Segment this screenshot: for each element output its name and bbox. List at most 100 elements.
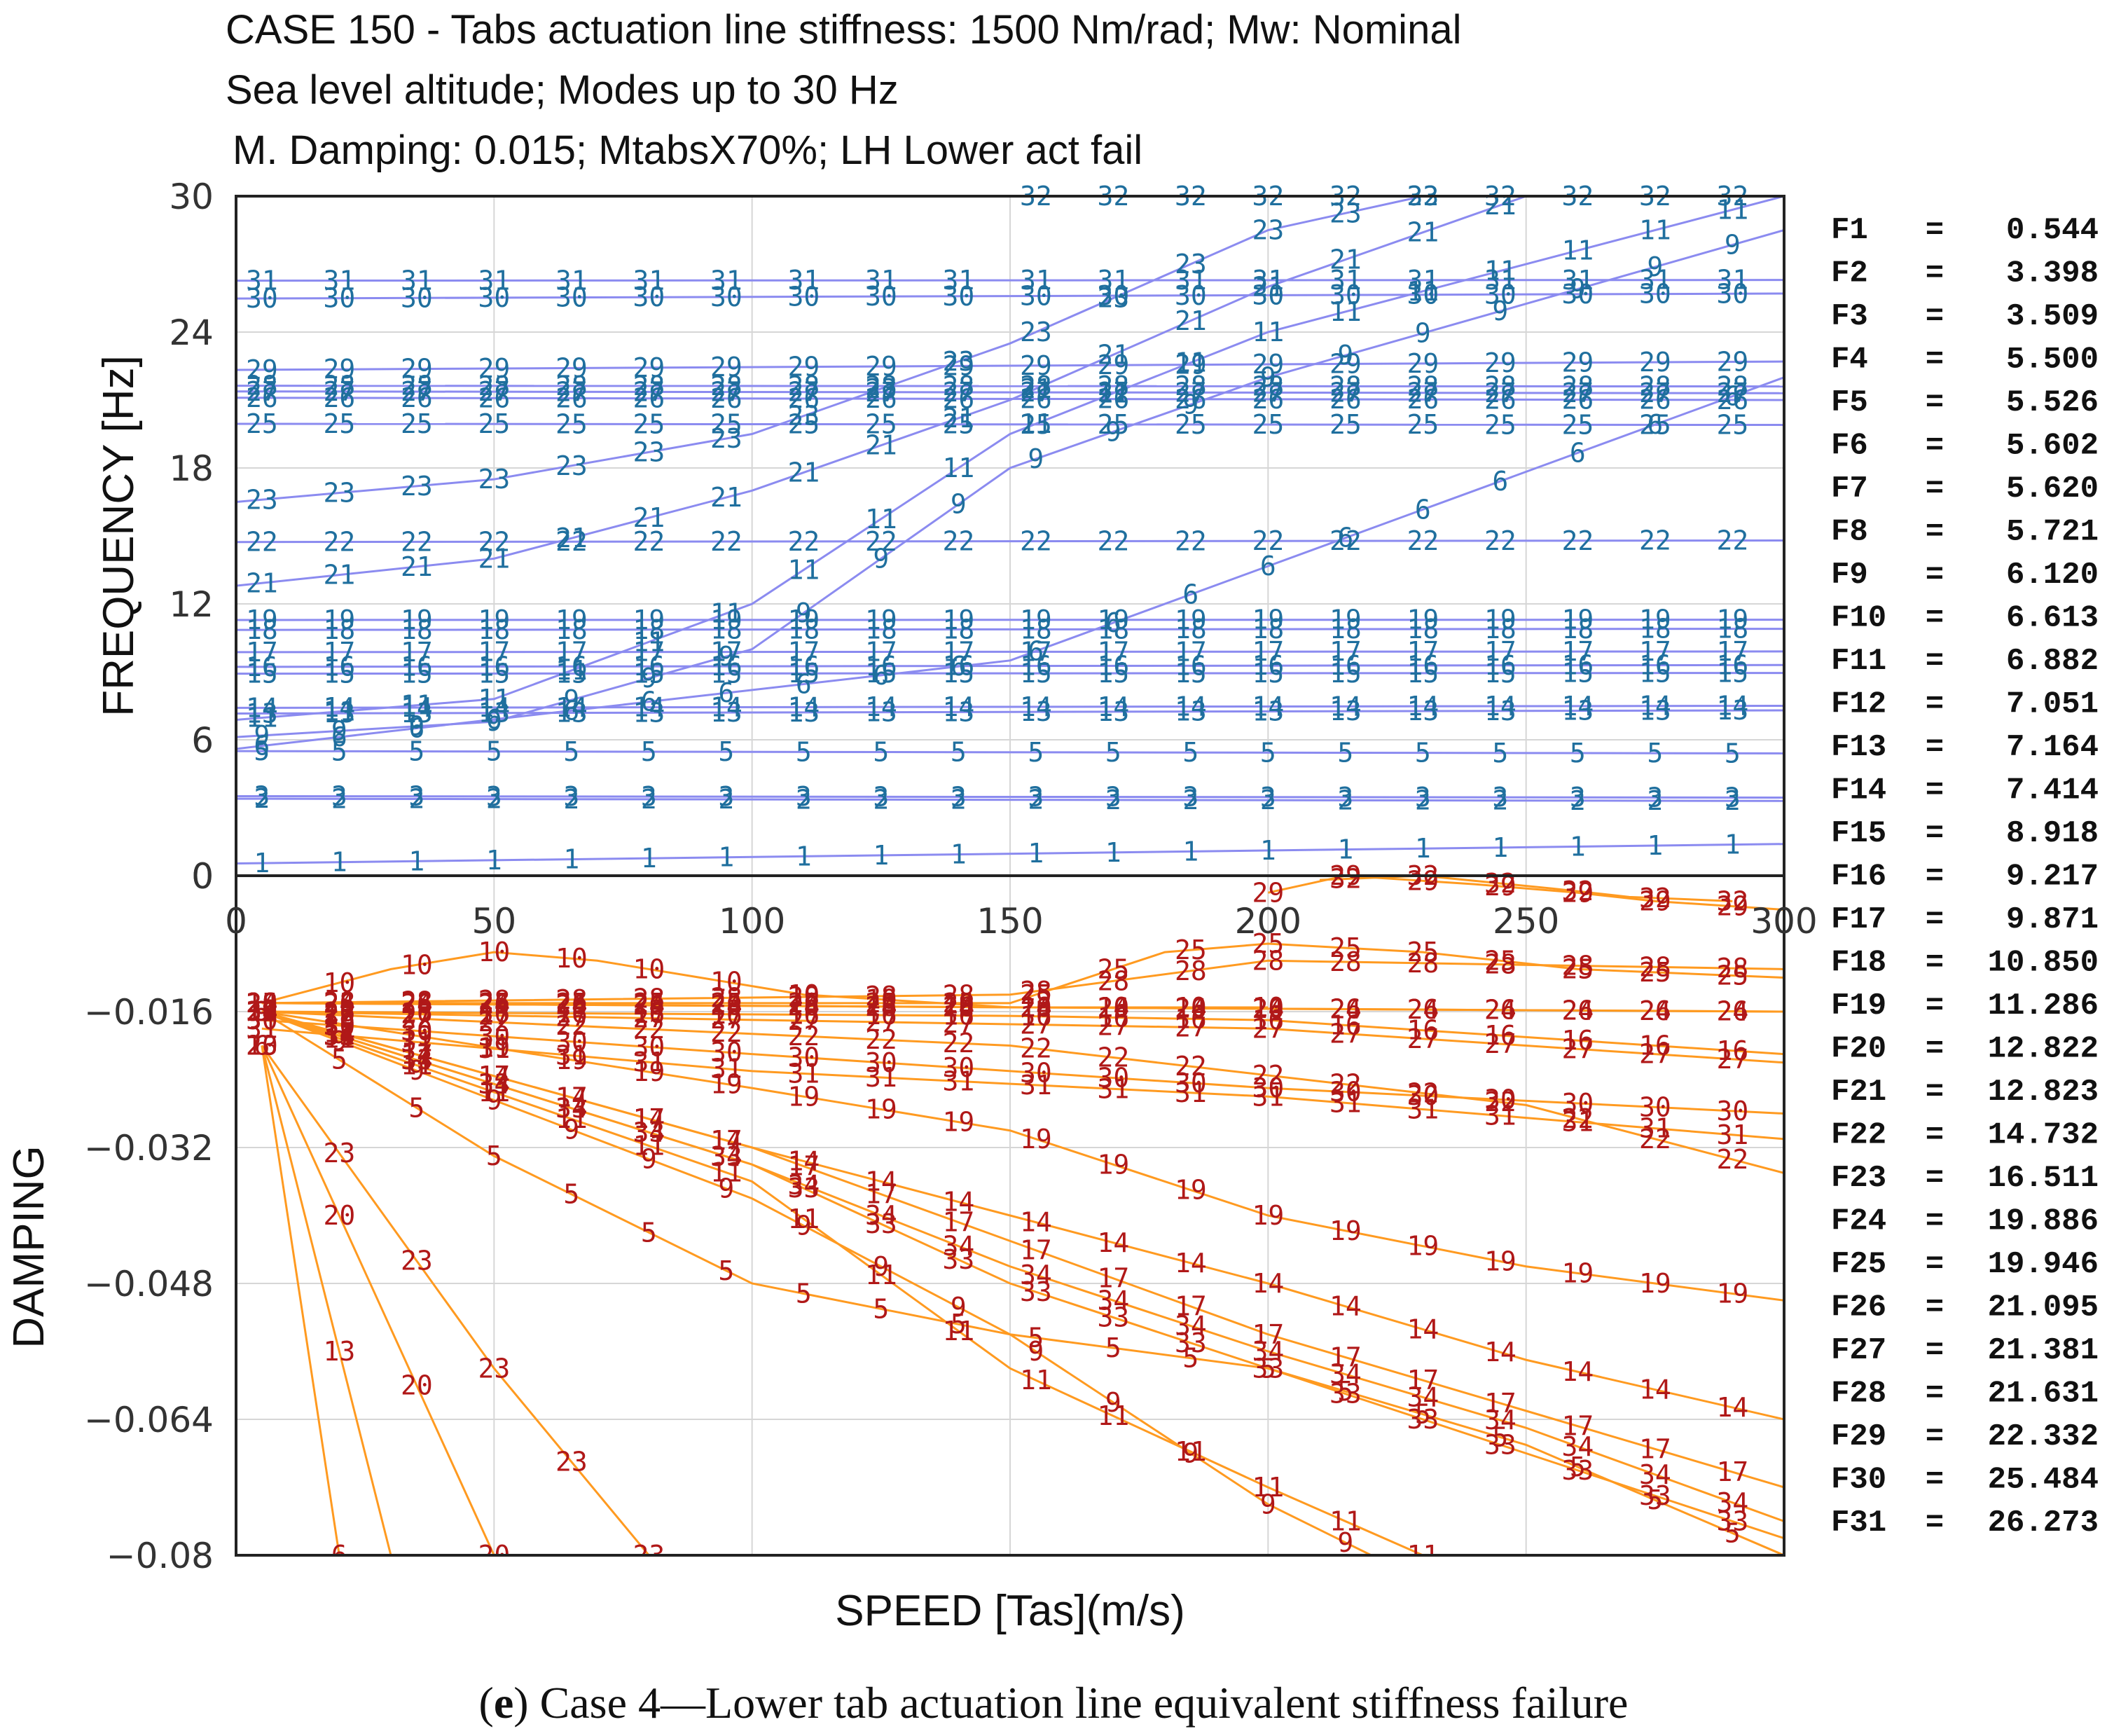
frequency-mode-label: 31 [942,265,974,296]
damping-mode-label: 25 [555,988,588,1019]
frequency-mode-label: 25 [865,409,897,440]
frequency-mode-label: 23 [246,484,278,515]
frequency-mode-label: 19 [865,605,897,635]
damping-mode-label: 16 [1407,1015,1439,1046]
speed-tick-label: 200 [1235,901,1301,942]
damping-mode-label: 5 [718,1255,734,1286]
damping-mode-label: 30 [710,1037,742,1068]
damping-tick-label: −0.064 [84,1400,214,1440]
frequency-tick-label: 24 [169,312,214,353]
damping-mode-label: 22 [1639,1124,1671,1155]
frequency-mode-label: 3 [951,781,967,812]
frequency-list-equals: = [1926,343,1944,378]
frequency-mode-label: 6 [641,687,657,717]
frequency-mode-label: 18 [865,614,897,645]
damping-mode-label: 25 [1716,960,1748,991]
frequency-series-line-21 [235,195,1527,587]
frequency-mode-label: 18 [1561,614,1594,645]
frequency-list-row: F24 = 19.886 [1831,1204,2099,1239]
frequency-mode-label: 2 [1182,785,1198,815]
frequency-mode-label: 30 [710,282,742,312]
frequency-mode-label: 5 [951,737,967,768]
frequency-list-row: F20 = 12.822 [1831,1032,2099,1067]
frequency-mode-label: 9 [1337,340,1353,371]
frequency-list-label: F14 [1831,773,1886,808]
damping-mode-label: 30 [555,1026,588,1057]
damping-mode-label: 27 [401,999,433,1030]
frequency-mode-label: 11 [710,598,742,629]
damping-mode-label: 31 [323,1020,355,1051]
damping-mode-label: 28 [246,988,278,1019]
frequency-mode-label: 19 [633,605,665,635]
frequency-mode-label: 27 [865,377,897,408]
frequency-mode-label: 9 [1492,296,1508,326]
damping-series-line-13 [261,1045,392,1555]
damping-mode-label: 33 [633,1117,665,1148]
frequency-list-label: F24 [1831,1204,1886,1239]
frequency-mode-label: 19 [1639,605,1671,635]
frequency-mode-label: 5 [641,736,657,767]
frequency-mode-label: 29 [1561,347,1594,378]
damping-mode-label: 26 [323,988,355,1019]
frequency-mode-label: 1 [1492,832,1508,863]
frequency-mode-label: 30 [1484,279,1517,310]
frequency-mode-label: 9 [1725,230,1741,261]
damping-mode-label: 31 [1639,1113,1671,1144]
frequency-mode-label: 22 [942,526,974,557]
frequency-mode-label: 9 [1647,252,1663,282]
frequency-mode-label: 27 [1329,378,1362,408]
frequency-mode-label: 30 [1175,280,1207,311]
damping-mode-label: 20 [323,1200,355,1231]
frequency-mode-label: 2 [641,784,657,815]
frequency-mode-label: 19 [787,605,820,635]
damping-mode-label: 19 [1639,1268,1671,1299]
frequency-list-label: F1 [1831,213,1868,248]
damping-mode-label: 22 [1561,1103,1594,1134]
damping-mode-label: 22 [323,1000,355,1031]
damping-mode-label: 10 [1020,992,1052,1023]
damping-mode-label: 17 [478,1061,510,1091]
frequency-list-value: 3.509 [2006,299,2099,334]
frequency-list-value: 5.620 [2006,471,2099,507]
damping-mode-label: 33 [478,1068,510,1099]
damping-tick-label: −0.048 [84,1264,214,1304]
frequency-mode-label: 29 [1175,350,1207,380]
damping-mode-label: 34 [1175,1311,1207,1342]
frequency-mode-label: 28 [555,371,588,401]
frequency-mode-label: 15 [401,658,433,689]
frequency-mode-label: 11 [787,555,820,586]
frequency-mode-label: 19 [1484,605,1517,635]
damping-mode-label: 22 [942,1028,974,1059]
frequency-mode-label: 21 [1097,339,1129,370]
damping-mode-label: 14 [633,1103,665,1134]
frequency-mode-label: 28 [1020,371,1052,401]
damping-mode-label: 30 [1716,1096,1748,1127]
damping-series-line-28 [261,959,1784,1005]
frequency-list-value: 9.871 [2006,902,2099,937]
frequency-mode-label: 16 [710,651,742,682]
damping-mode-label: 17 [1329,1342,1362,1372]
frequency-mode-label: 14 [1484,691,1517,722]
frequency-mode-label: 17 [1639,636,1671,667]
frequency-mode-label: 14 [1561,691,1594,722]
damping-mode-label: 11 [1020,1365,1052,1396]
frequency-mode-label: 23 [401,471,433,502]
damping-mode-label: 19 [1484,1246,1517,1276]
frequency-mode-label: 17 [710,637,742,668]
frequency-mode-label: 30 [1407,280,1439,310]
frequency-list-equals: = [1926,1075,1944,1110]
frequency-mode-label: 1 [873,840,889,871]
frequency-mode-label: 30 [478,282,510,313]
damping-tick-label: 0 [191,856,214,897]
frequency-list-label: F25 [1831,1247,1886,1282]
frequency-list-row: F1 = 0.544 [1831,213,2099,248]
damping-mode-label: 31 [787,1059,820,1089]
frequency-mode-label: 22 [246,527,278,558]
frequency-mode-label: 29 [633,352,665,383]
damping-tick-label: −0.08 [106,1536,214,1576]
frequency-mode-label: 25 [942,409,974,440]
damping-mode-label: 19 [710,1068,742,1099]
frequency-list-label: F4 [1831,343,1868,378]
frequency-mode-label: 15 [323,659,355,689]
